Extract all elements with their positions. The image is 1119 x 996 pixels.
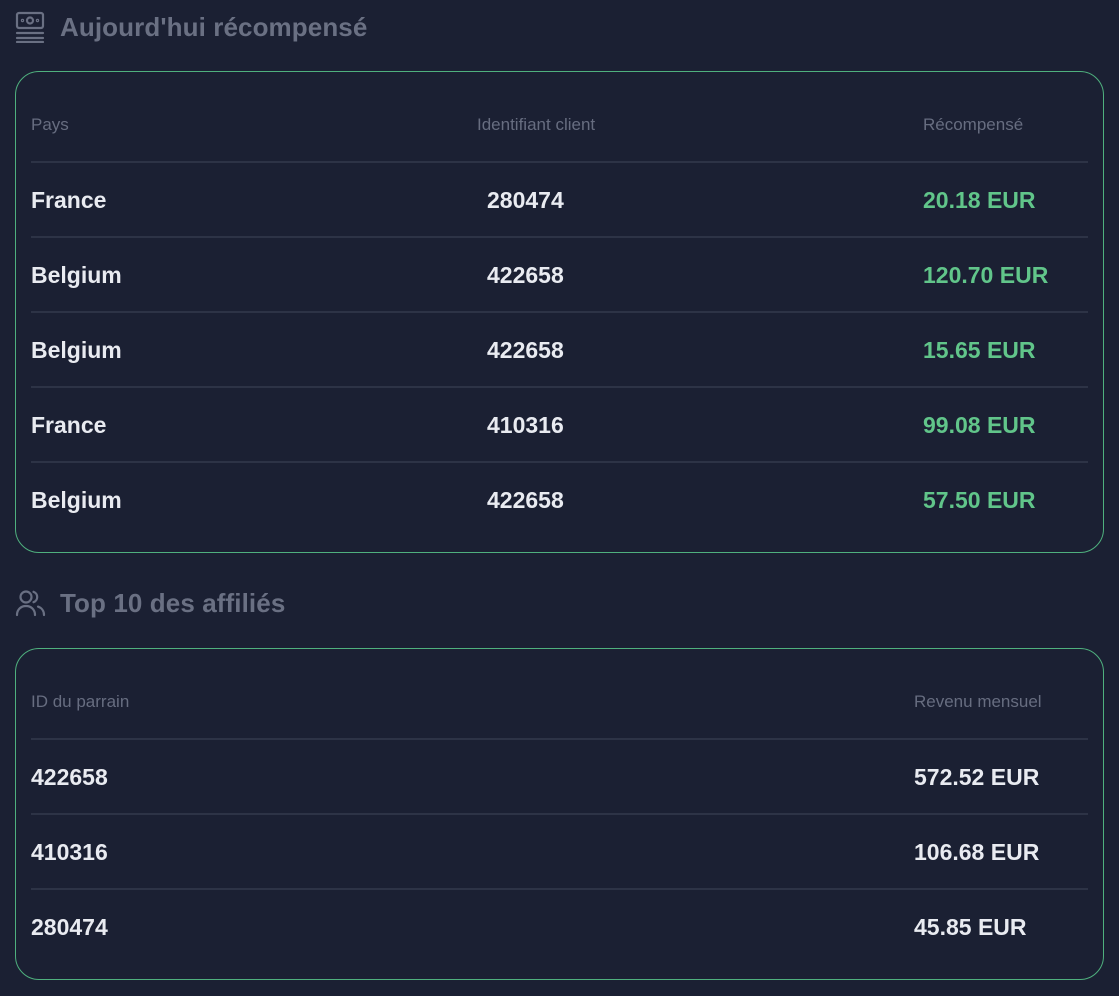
row-sponsor-id: 410316 [31,839,108,865]
table-row: France 280474 20.18 EUR [31,163,1088,238]
table-row: Belgium 422658 57.50 EUR [31,463,1088,538]
column-header-sponsor-id: ID du parrain [31,692,130,711]
row-sponsor-id: 280474 [31,914,108,940]
row-revenue: 45.85 EUR [914,914,1027,940]
money-stack-icon [15,11,47,43]
affiliates-table-header: ID du parrain Revenu mensuel [31,649,1088,740]
row-sponsor-id: 422658 [31,764,108,790]
rewarded-table-header: Pays Identifiant client Récompensé [31,72,1088,163]
table-row: 410316 106.68 EUR [31,815,1088,890]
row-client-id: 280474 [487,187,564,213]
rewarded-table: Pays Identifiant client Récompensé Franc… [15,71,1104,553]
row-client-id: 422658 [487,337,564,363]
rewarded-section-header: Aujourd'hui récompensé [15,9,367,45]
row-reward: 99.08 EUR [923,412,1036,438]
affiliates-table: ID du parrain Revenu mensuel 422658 572.… [15,648,1104,980]
row-reward: 120.70 EUR [923,262,1049,288]
row-country: Belgium [31,337,122,363]
row-country: France [31,412,107,438]
row-revenue: 106.68 EUR [914,839,1040,865]
row-client-id: 410316 [487,412,564,438]
rewarded-section-title: Aujourd'hui récompensé [60,11,368,42]
table-row: France 410316 99.08 EUR [31,388,1088,463]
affiliates-section-header: Top 10 des affiliés [15,585,285,621]
column-header-country: Pays [31,115,69,134]
row-country: Belgium [31,262,122,288]
row-client-id: 422658 [487,262,564,288]
table-row: Belgium 422658 15.65 EUR [31,313,1088,388]
table-row: 422658 572.52 EUR [31,740,1088,815]
column-header-monthly-revenue: Revenu mensuel [914,692,1042,711]
row-client-id: 422658 [487,487,564,513]
table-row: Belgium 422658 120.70 EUR [31,238,1088,313]
row-country: Belgium [31,487,122,513]
row-reward: 20.18 EUR [923,187,1036,213]
table-row: 280474 45.85 EUR [31,890,1088,965]
affiliates-section-title: Top 10 des affiliés [60,587,286,618]
column-header-client-id: Identifiant client [477,115,596,134]
row-revenue: 572.52 EUR [914,764,1040,790]
users-icon [15,587,47,619]
row-country: France [31,187,107,213]
row-reward: 57.50 EUR [923,487,1036,513]
column-header-reward: Récompensé [923,115,1024,134]
row-reward: 15.65 EUR [923,337,1036,363]
